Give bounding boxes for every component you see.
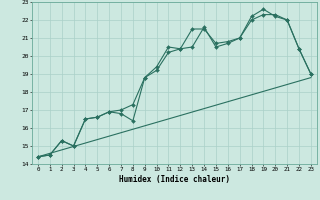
X-axis label: Humidex (Indice chaleur): Humidex (Indice chaleur): [119, 175, 230, 184]
